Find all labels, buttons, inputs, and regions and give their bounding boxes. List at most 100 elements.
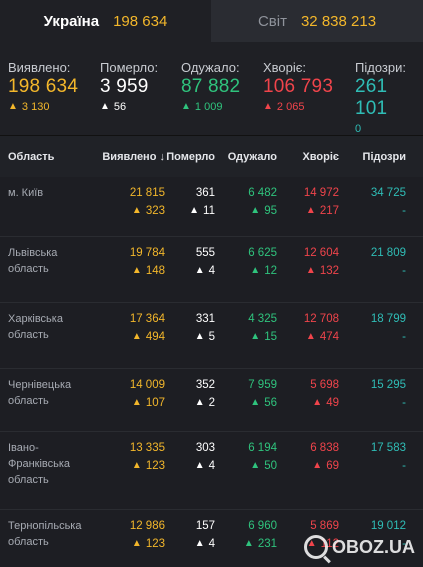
row-suspected-value: 17 583 [370, 442, 406, 454]
row-sick-value: 12 708 [303, 313, 339, 325]
summary-recovered-delta: ▲ 1 009 [181, 101, 263, 113]
row-sick-value: 5 869 [310, 520, 339, 532]
row-sick: 5 698 ▲ 49 [277, 369, 339, 431]
watermark-text: OBOZ.UA [332, 536, 415, 557]
row-deaths-value: 361 [195, 187, 215, 199]
row-sick-delta: ▲ 49 [277, 395, 339, 411]
row-detected: 21 815 ▲ 323 [95, 177, 165, 236]
row-sick-delta: ▲ 132 [277, 263, 339, 279]
arrow-up-icon: ▲ [131, 265, 142, 276]
arrow-up-icon: ▲ [250, 331, 261, 342]
table-row[interactable]: Харківська область 17 364 ▲ 494 331 ▲ 5 4 … [0, 303, 423, 369]
row-recovered-value: 6 482 [248, 187, 277, 199]
row-deaths-delta: ▲ 11 [165, 203, 215, 219]
tab-world[interactable]: Світ 32 838 213 [211, 0, 423, 42]
arrow-up-icon: ▲ [131, 538, 142, 549]
row-deaths: 352 ▲ 2 [165, 369, 215, 431]
row-sick-delta: ▲ 474 [277, 329, 339, 345]
row-region: Івано-Франківська область [8, 442, 71, 486]
row-sick-delta-value: 474 [319, 331, 339, 343]
row-deaths-value: 331 [195, 313, 215, 325]
header-recovered[interactable]: Одужало [227, 150, 277, 163]
table-row[interactable]: Івано-Франківська область 13 335 ▲ 123 30… [0, 432, 423, 510]
row-detected-delta-value: 323 [145, 205, 165, 217]
table-row[interactable]: Львівська область 19 784 ▲ 148 555 ▲ 4 6 6… [0, 237, 423, 303]
row-recovered-delta-value: 15 [264, 331, 277, 343]
row-suspected-delta: - [339, 536, 406, 552]
summary-recovered-value: 87 882 [181, 76, 241, 97]
table-row[interactable]: Тернопільська область 12 986 ▲ 123 157 ▲ 4… [0, 510, 423, 567]
tab-ukraine-label: Україна [43, 12, 100, 30]
row-detected-value: 12 986 [129, 520, 165, 532]
row-recovered-delta: ▲ 50 [215, 458, 277, 474]
summary-detected-delta-value: 3 130 [21, 101, 50, 113]
row-detected: 12 986 ▲ 123 [95, 510, 165, 567]
row-recovered: 6 625 ▲ 12 [215, 237, 277, 302]
row-sick-value: 6 838 [310, 442, 339, 454]
row-recovered-delta-value: 12 [264, 265, 277, 277]
region-table-body: м. Київ 21 815 ▲ 323 361 ▲ 11 6 482 ▲ 95 14… [0, 177, 423, 567]
row-deaths-value: 555 [195, 247, 215, 259]
header-detected[interactable]: Виявлено ↓ [95, 151, 165, 163]
arrow-up-icon: ▲ [243, 538, 254, 549]
row-recovered: 4 325 ▲ 15 [215, 303, 277, 368]
row-detected-delta-value: 123 [145, 460, 165, 472]
row-detected-delta: ▲ 148 [95, 263, 165, 279]
table-row[interactable]: Чернівецька область 14 009 ▲ 107 352 ▲ 2 7… [0, 369, 423, 432]
row-detected-delta: ▲ 123 [95, 458, 165, 474]
row-region: Львівська область [8, 247, 58, 275]
header-deaths[interactable]: Померло [166, 150, 215, 163]
arrow-up-icon: ▲ [131, 205, 142, 216]
summary-suspected-delta-value: 0 [355, 123, 362, 135]
row-sick-delta-value: 69 [326, 460, 339, 472]
arrow-up-icon: ▲ [189, 205, 200, 216]
arrow-up-icon: ▲ [312, 397, 323, 408]
row-detected-delta-value: 494 [145, 331, 165, 343]
arrow-up-icon: ▲ [194, 331, 205, 342]
row-recovered: 6 482 ▲ 95 [215, 177, 277, 236]
row-deaths-delta-value: 4 [208, 265, 215, 277]
row-detected-value: 17 364 [129, 313, 165, 325]
header-sick[interactable]: Хворіє [302, 150, 339, 163]
row-recovered-value: 6 625 [248, 247, 277, 259]
tab-ukraine[interactable]: Україна 198 634 [0, 0, 211, 42]
row-detected-delta: ▲ 323 [95, 203, 165, 219]
arrow-up-icon: ▲ [250, 265, 261, 276]
summary-deaths-label: Померло: [100, 60, 159, 75]
row-region: Харківська область [8, 313, 63, 341]
table-row[interactable]: м. Київ 21 815 ▲ 323 361 ▲ 11 6 482 ▲ 95 14… [0, 177, 423, 237]
summary-deaths-value: 3 959 [100, 76, 149, 97]
row-sick: 14 972 ▲ 217 [277, 177, 339, 236]
row-suspected-delta: - [339, 263, 406, 279]
row-deaths-delta-value: 2 [208, 397, 215, 409]
row-recovered-delta: ▲ 15 [215, 329, 277, 345]
row-recovered-delta: ▲ 12 [215, 263, 277, 279]
row-detected-value: 14 009 [129, 379, 165, 391]
row-deaths-value: 157 [195, 520, 215, 532]
row-suspected-delta-value: - [402, 397, 406, 409]
row-deaths-delta-value: 5 [208, 331, 215, 343]
row-recovered-delta: ▲ 56 [215, 395, 277, 411]
row-recovered-delta-value: 95 [264, 205, 277, 217]
summary-sick-delta-value: 2 065 [276, 101, 305, 113]
country-tabs: Україна 198 634 Світ 32 838 213 [0, 0, 423, 42]
row-sick-delta: ▲ 69 [277, 458, 339, 474]
tab-world-label: Світ [257, 12, 287, 30]
row-deaths-value: 303 [195, 442, 215, 454]
header-region[interactable]: Область [8, 150, 55, 163]
summary-suspected-delta: 0 [355, 123, 423, 135]
header-suspected[interactable]: Підозри [362, 150, 406, 163]
arrow-up-icon: ▲ [181, 101, 191, 112]
arrow-up-icon: ▲ [305, 331, 316, 342]
row-deaths-delta: ▲ 4 [165, 458, 215, 474]
row-deaths-delta: ▲ 4 [165, 263, 215, 279]
row-recovered-delta-value: 231 [257, 538, 277, 550]
row-suspected: 18 799 - [339, 303, 414, 368]
magnifier-logo-icon [304, 535, 328, 559]
row-sick: 12 708 ▲ 474 [277, 303, 339, 368]
row-suspected-value: 21 809 [370, 247, 406, 259]
summary-recovered-delta-value: 1 009 [194, 101, 223, 113]
arrow-up-icon: ▲ [250, 460, 261, 471]
row-suspected-value: 34 725 [370, 187, 406, 199]
row-detected: 17 364 ▲ 494 [95, 303, 165, 368]
